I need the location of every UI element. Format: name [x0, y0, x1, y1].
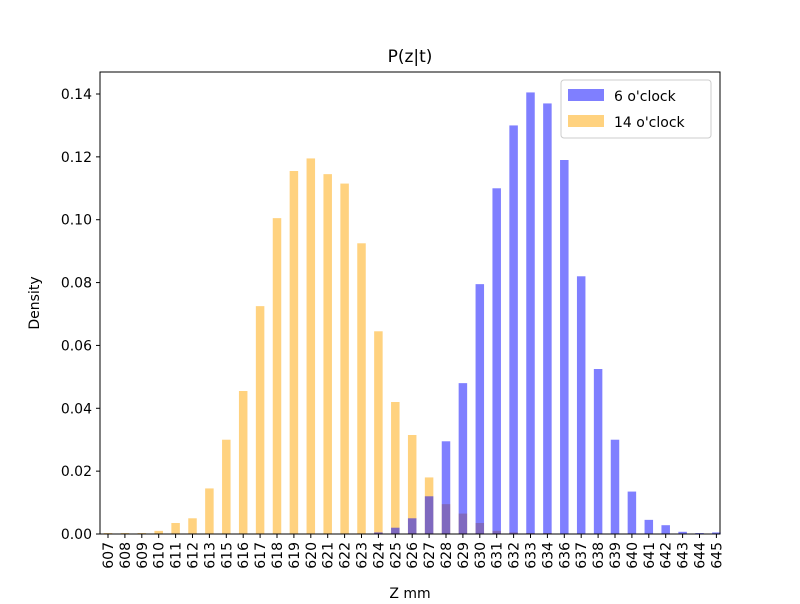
- x-tick-label: 607: [101, 542, 117, 569]
- bar-6-o-clock-639: [610, 439, 620, 534]
- x-tick-label: 631: [490, 542, 506, 569]
- bar-14-o-clock-625: [391, 402, 400, 534]
- x-tick-label: 619: [287, 542, 303, 569]
- x-axis-label: Z mm: [389, 586, 430, 600]
- x-tick-label: 644: [693, 542, 709, 569]
- x-tick-label: 615: [219, 542, 235, 569]
- legend-label-6-oclock: 6 o'clock: [614, 89, 677, 105]
- x-tick-label: 610: [152, 542, 168, 569]
- x-tick-label: 612: [186, 542, 202, 569]
- x-tick-label: 642: [659, 542, 675, 569]
- bar-6-o-clock-634: [543, 103, 552, 535]
- x-tick-label: 617: [253, 542, 269, 569]
- x-tick-label: 638: [591, 542, 607, 569]
- x-tick-label: 623: [355, 542, 371, 569]
- x-tick-label: 626: [405, 542, 421, 569]
- x-tick-label: 622: [338, 542, 354, 569]
- x-tick-label: 641: [642, 542, 658, 569]
- x-axis-ticks: 607 608 609 610 611 612 613 615 616 617 618 619 620 6…: [101, 534, 725, 569]
- bar-6-o-clock-643: [678, 531, 687, 534]
- bar-14-o-clock-621: [323, 174, 332, 534]
- chart-title: P(z|t): [388, 47, 433, 67]
- y-tick-label: 0.06: [61, 338, 92, 354]
- y-tick-label: 0.14: [61, 87, 92, 103]
- bar-14-o-clock-615: [222, 439, 231, 534]
- y-tick-label: 0.10: [61, 213, 92, 229]
- x-tick-label: 629: [456, 542, 472, 569]
- bar-14-o-clock-612: [188, 518, 197, 534]
- bar-6-o-clock-628: [441, 441, 451, 534]
- bar-6-o-clock-627: [424, 496, 434, 534]
- x-tick-label: 636: [557, 542, 573, 569]
- x-tick-label: 628: [439, 542, 455, 569]
- x-tick-label: 611: [169, 542, 185, 569]
- bar-6-o-clock-640: [627, 491, 637, 534]
- bar-6-o-clock-624: [374, 532, 383, 534]
- x-tick-label: 608: [118, 542, 134, 569]
- bar-6-o-clock-642: [661, 525, 670, 534]
- x-tick-label: 630: [473, 542, 489, 569]
- bar-6-o-clock-631: [492, 188, 501, 535]
- bar-6-o-clock-633: [526, 92, 535, 535]
- bar-6-o-clock-625: [391, 527, 400, 534]
- y-axis-ticks: 0.00 0.02 0.04 0.06 0.08 0.10 0.12 0.14: [61, 87, 100, 543]
- bar-14-o-clock-611: [171, 523, 180, 534]
- x-tick-label: 624: [371, 542, 387, 569]
- x-tick-label: 621: [321, 542, 337, 569]
- x-tick-label: 633: [524, 542, 540, 569]
- bar-6-o-clock-626: [407, 518, 417, 534]
- bar-14-o-clock-617: [255, 306, 265, 534]
- bar-6-o-clock-645: [712, 532, 721, 534]
- x-tick-label: 609: [135, 542, 151, 569]
- bar-14-o-clock-626: [407, 435, 417, 534]
- bar-6-o-clock-632: [509, 125, 518, 535]
- bar-14-o-clock-622: [340, 183, 349, 534]
- legend-swatch-14-oclock: [568, 115, 604, 127]
- legend: 6 o'clock 14 o'clock: [560, 79, 712, 139]
- y-axis-label: Density: [27, 276, 43, 329]
- bar-6-o-clock-637: [576, 276, 586, 534]
- x-tick-label: 645: [709, 542, 725, 569]
- bar-6-o-clock-630: [475, 284, 485, 534]
- bar-14-o-clock-624: [374, 331, 383, 534]
- legend-swatch-6-oclock: [568, 89, 604, 101]
- x-tick-label: 613: [202, 542, 218, 569]
- x-tick-label: 632: [507, 542, 523, 569]
- x-tick-label: 643: [676, 542, 692, 569]
- bar-14-o-clock-610: [154, 530, 163, 534]
- plot-frame: [99, 71, 721, 535]
- bars-layer: [103, 92, 721, 535]
- y-tick-label: 0.00: [61, 527, 92, 543]
- bar-14-o-clock-616: [238, 391, 248, 534]
- bar-14-o-clock-618: [272, 218, 282, 534]
- y-tick-label: 0.08: [61, 276, 92, 292]
- bar-14-o-clock-620: [306, 158, 316, 534]
- x-tick-label: 627: [422, 542, 438, 569]
- bar-6-o-clock-636: [560, 160, 569, 534]
- x-tick-label: 620: [304, 542, 320, 569]
- y-tick-label: 0.04: [61, 401, 92, 417]
- x-tick-label: 616: [236, 542, 252, 569]
- x-tick-label: 634: [540, 542, 556, 569]
- y-tick-label: 0.12: [61, 150, 92, 166]
- bar-6-o-clock-641: [644, 519, 654, 534]
- x-tick-label: 625: [388, 542, 404, 569]
- x-tick-label: 618: [270, 542, 286, 569]
- x-tick-label: 639: [608, 542, 624, 569]
- y-tick-label: 0.02: [61, 464, 92, 480]
- bar-6-o-clock-629: [458, 383, 468, 534]
- bar-6-o-clock-638: [593, 369, 603, 534]
- x-tick-label: 640: [625, 542, 641, 569]
- x-tick-label: 637: [574, 542, 590, 569]
- bar-14-o-clock-613: [205, 488, 214, 534]
- bar-14-o-clock-623: [357, 243, 366, 535]
- legend-label-14-oclock: 14 o'clock: [614, 115, 686, 131]
- bar-14-o-clock-619: [289, 171, 299, 534]
